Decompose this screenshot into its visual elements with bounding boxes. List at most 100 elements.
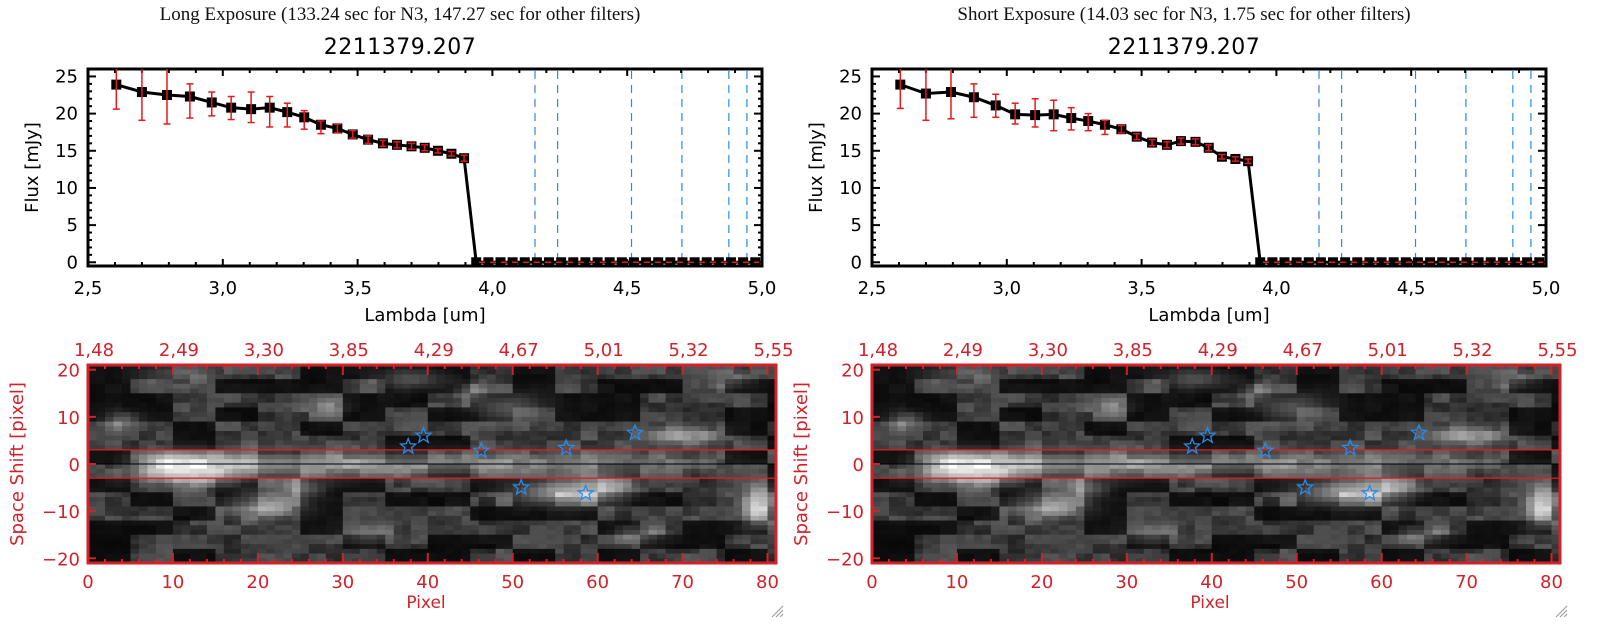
image-pixel: [640, 525, 650, 531]
image-pixel: [198, 459, 208, 465]
image-pixel: [274, 374, 284, 380]
image-pixel: [563, 388, 573, 394]
image-pixel: [529, 402, 539, 409]
image-pixel: [1517, 365, 1527, 371]
image-pixel: [325, 426, 335, 432]
image-pixel: [257, 445, 267, 451]
image-pixel: [368, 398, 378, 404]
image-pixel: [1432, 398, 1442, 404]
image-pixel: [359, 440, 369, 446]
image-pixel: [708, 534, 718, 541]
image-pixel: [1330, 402, 1340, 409]
image-pixel: [708, 421, 718, 427]
image-pixel: [368, 544, 378, 550]
image-pixel: [631, 454, 641, 460]
image-pixel: [206, 388, 216, 394]
image-pixel: [512, 402, 522, 409]
image-pixel: [249, 374, 259, 380]
image-pixel: [359, 426, 369, 432]
image-pixel: [1177, 365, 1187, 371]
image-pixel: [648, 407, 658, 413]
image-pixel: [631, 449, 641, 456]
image-pixel: [257, 492, 267, 498]
image-pixel: [640, 506, 650, 512]
image-pixel: [725, 421, 735, 427]
image-pixel: [1050, 421, 1060, 427]
image-pixel: [274, 449, 284, 456]
image-pixel: [931, 421, 941, 427]
image-pixel: [699, 374, 709, 380]
image-pixel: [538, 464, 548, 470]
image-pixel: [1092, 379, 1102, 385]
image-pixel: [521, 369, 531, 376]
image-pixel: [453, 416, 463, 423]
image-pixel: [1245, 379, 1255, 385]
image-pixel: [444, 558, 454, 564]
image-pixel: [512, 365, 522, 371]
image-pixel: [368, 497, 378, 503]
image-pixel: [529, 468, 539, 475]
image-pixel: [308, 492, 318, 498]
image-pixel: [1126, 369, 1136, 376]
image-pixel: [376, 393, 386, 399]
image-pixel: [495, 473, 505, 479]
image-pixel: [410, 511, 420, 517]
image-pixel: [956, 369, 967, 376]
image-pixel: [240, 459, 250, 465]
image-pixel: [521, 530, 531, 536]
image-pixel: [1526, 369, 1536, 376]
image-pixel: [657, 539, 667, 545]
image-pixel: [1237, 393, 1247, 399]
image-pixel: [359, 369, 369, 376]
image-pixel: [461, 402, 471, 409]
image-pixel: [376, 398, 386, 404]
image-pixel: [1432, 402, 1442, 409]
image-pixel: [623, 482, 633, 489]
image-pixel: [291, 482, 301, 489]
image-pixel: [606, 530, 616, 536]
image-pixel: [512, 374, 522, 380]
image-pixel: [699, 383, 709, 390]
image-pixel: [419, 558, 429, 564]
image-pixel: [597, 435, 607, 442]
image-pixel: [393, 383, 403, 390]
image-pixel: [691, 398, 701, 404]
image-pixel: [1169, 374, 1179, 380]
image-pixel: [478, 369, 488, 376]
image-pixel: [1101, 412, 1111, 418]
image-pixel: [317, 454, 327, 460]
image-pixel: [504, 558, 514, 564]
image-pixel: [317, 539, 327, 545]
image-pixel: [249, 365, 259, 371]
image-pixel: [147, 525, 157, 531]
image-pixel: [905, 388, 916, 394]
image-pixel: [1220, 369, 1230, 376]
image-pixel: [682, 548, 692, 555]
image-pixel: [742, 459, 752, 465]
image-pixel: [325, 412, 335, 418]
image-pixel: [750, 515, 760, 522]
image-pixel: [546, 530, 556, 536]
resize-grip-icon[interactable]: [770, 604, 784, 618]
image-pixel: [181, 506, 191, 512]
image-pixel: [1237, 383, 1247, 390]
image-pixel: [291, 464, 301, 470]
image-pixel: [359, 459, 369, 465]
image-pixel: [300, 402, 310, 409]
image-pixel: [589, 525, 599, 531]
image-pixel: [181, 449, 191, 456]
image-pixel: [614, 515, 624, 522]
image-pixel: [436, 445, 446, 451]
image-pixel: [1364, 412, 1374, 418]
image-pixel: [1092, 398, 1102, 404]
image-pixel: [232, 478, 242, 484]
image-pixel: [1279, 398, 1289, 404]
image-pixel: [589, 544, 599, 550]
image-pixel: [274, 365, 284, 371]
image-pixel: [198, 539, 208, 545]
image-pixel: [691, 412, 701, 418]
image-pixel: [232, 379, 242, 385]
image-pixel: [291, 416, 301, 423]
image-pixel: [444, 421, 454, 427]
image-pixel: [880, 379, 890, 385]
